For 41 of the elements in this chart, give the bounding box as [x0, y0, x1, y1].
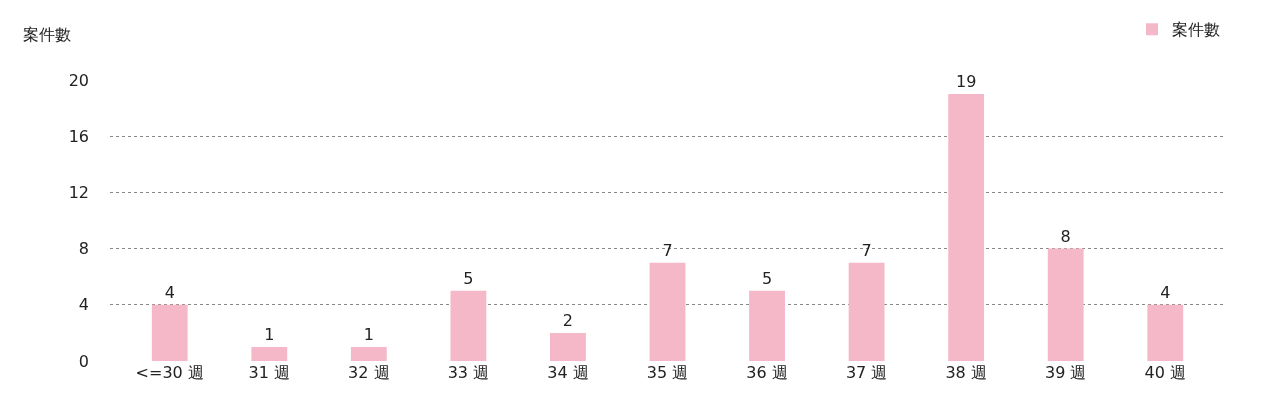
x-tick-label: 37 週 [845, 363, 888, 382]
bar [649, 262, 686, 361]
bar [450, 290, 487, 361]
x-tick-label: <=30 週 [135, 363, 204, 382]
x-tick-label: 38 週 [945, 363, 987, 382]
y-tick-label: 20 [68, 70, 89, 90]
y-tick-label: 12 [68, 183, 89, 202]
y-tick-label: 4 [78, 295, 89, 315]
bar [251, 346, 288, 361]
bar [749, 290, 785, 361]
data-label: 7 [861, 240, 872, 260]
bar [1047, 248, 1084, 361]
x-tick-label: 36 週 [746, 363, 788, 382]
bar [1147, 304, 1184, 361]
bar [948, 94, 985, 361]
y-tick-label: 16 [68, 126, 89, 146]
bar [848, 262, 885, 361]
data-label: 5 [761, 268, 773, 288]
y-axis-title: 案件數 [23, 25, 71, 44]
data-label: 8 [1060, 226, 1071, 246]
legend-label: 案件數 [1172, 20, 1220, 40]
x-tick-label: 32 週 [348, 363, 390, 382]
bar [151, 304, 188, 361]
x-tick-label: 34 週 [547, 363, 589, 382]
data-label: 4 [1160, 282, 1171, 302]
data-label: 1 [264, 324, 275, 344]
data-label: 7 [662, 240, 673, 260]
data-label: 2 [562, 310, 574, 330]
data-label: 1 [363, 324, 374, 344]
bar [550, 332, 586, 361]
x-tick-label: 31 週 [248, 363, 291, 382]
data-label: 4 [164, 282, 175, 302]
x-tick-label: 39 週 [1044, 363, 1087, 382]
data-label: 5 [463, 268, 474, 288]
x-tick-label: 35 週 [646, 363, 689, 382]
y-tick-label: 8 [78, 239, 89, 259]
data-label: 19 [955, 72, 977, 92]
x-tick-label: 33 週 [447, 363, 490, 382]
y-tick-label: 0 [78, 351, 89, 371]
bar [350, 346, 387, 361]
x-tick-label: 40 週 [1144, 363, 1186, 382]
